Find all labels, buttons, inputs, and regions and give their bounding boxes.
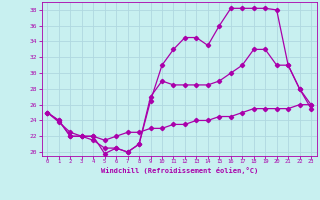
X-axis label: Windchill (Refroidissement éolien,°C): Windchill (Refroidissement éolien,°C) <box>100 167 258 174</box>
